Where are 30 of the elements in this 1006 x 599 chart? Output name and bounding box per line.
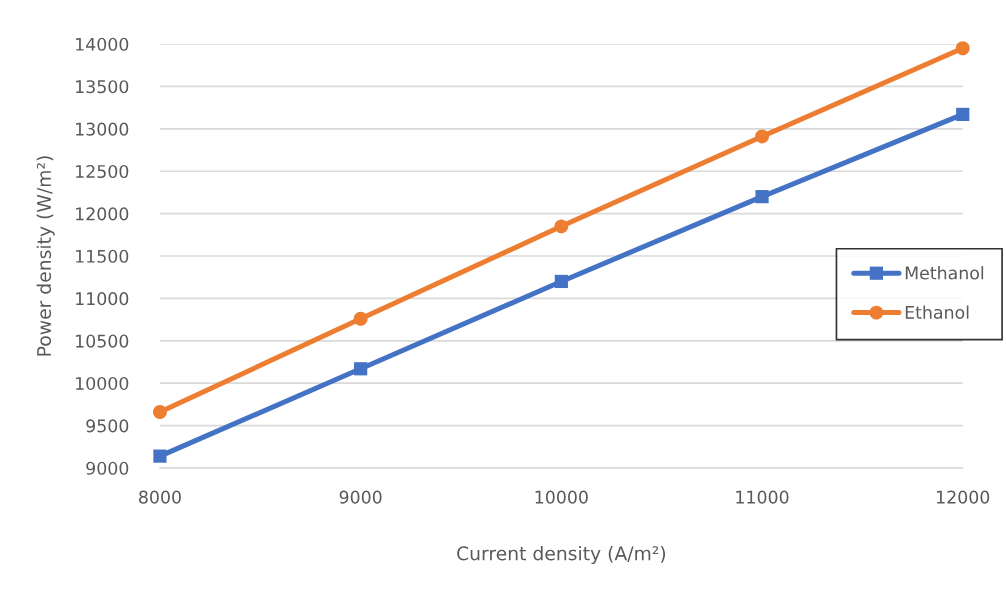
y-tick-label: 11500: [76, 249, 129, 263]
y-tick-label: 10000: [76, 376, 129, 391]
point: [955, 41, 970, 56]
x-tick-label: 11000: [736, 490, 789, 504]
x-tick-label: 10000: [535, 490, 588, 504]
legend-label: Ethanol: [905, 305, 969, 319]
y-tick-label: 13500: [76, 80, 129, 94]
y-tick-label: 11000: [76, 292, 129, 306]
point: [354, 362, 368, 376]
x-tick-label: 9000: [339, 490, 382, 504]
point: [153, 449, 167, 463]
y-tick-label: 9000: [86, 461, 129, 475]
point: [554, 274, 568, 289]
y-tick-label: 12500: [76, 164, 129, 179]
y-tick-label: 10500: [76, 334, 129, 348]
point: [554, 219, 569, 234]
y-tick-label: 12000: [76, 207, 129, 221]
x-tick-label: 8000: [139, 490, 181, 504]
y-tick-label: 14000: [76, 37, 129, 51]
x-tick-label: 12000: [937, 490, 990, 504]
point: [153, 405, 167, 419]
y-tick-label: 13000: [76, 122, 129, 136]
point: [755, 190, 769, 204]
y-axis-title: Power density (W/m²): [36, 156, 55, 356]
point: [956, 107, 970, 121]
y-tick-label: 9500: [86, 419, 129, 433]
legend-label: Methanol: [905, 266, 984, 280]
point: [353, 311, 368, 326]
x-axis-title: Current density (A/m²): [457, 545, 666, 565]
point: [755, 129, 769, 144]
